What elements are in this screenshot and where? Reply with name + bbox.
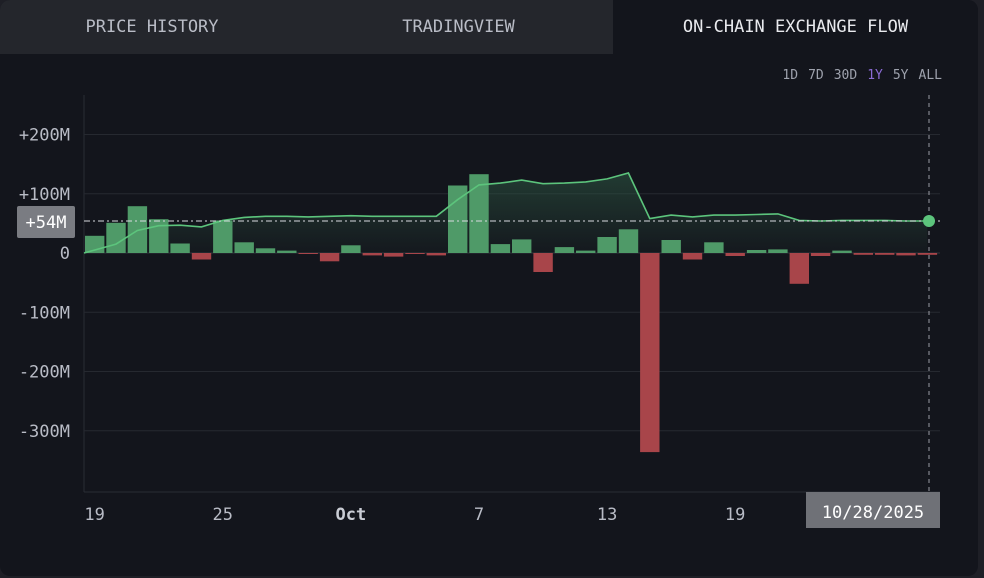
x-tick-label: 7 [474, 505, 484, 525]
crosshair [84, 95, 940, 492]
cumulative-line-path [83, 172, 928, 254]
flow-bar [768, 249, 788, 253]
y-tick-label: +200M [19, 126, 70, 146]
x-tick-label: 19 [84, 505, 104, 525]
flow-bar [426, 253, 446, 256]
flow-bar [554, 247, 575, 253]
current-labels: +54M 10/28/2025 [17, 206, 940, 528]
flow-bar [127, 206, 148, 253]
flow-bar [576, 250, 596, 253]
current-value-badge [17, 206, 75, 238]
flow-bar [277, 250, 297, 253]
y-tick-label: -100M [19, 303, 70, 323]
flow-bar [618, 229, 639, 253]
flow-bar [341, 245, 361, 253]
range-all[interactable]: ALL [918, 68, 942, 83]
current-point [923, 215, 935, 228]
flow-bar [832, 250, 852, 253]
flow-bar [533, 253, 553, 272]
y-axis: +200M +100M 0 -100M -200M -300M [19, 126, 70, 442]
flow-bar [383, 253, 404, 257]
flow-bar [362, 253, 382, 256]
flow-bar [149, 219, 169, 253]
flow-bar [319, 253, 340, 262]
flow-bar [746, 250, 767, 253]
flow-bar [682, 253, 703, 260]
range-1y[interactable]: 1Y [867, 68, 883, 83]
flow-bar [106, 222, 126, 253]
tab-bar: PRICE HISTORY TRADINGVIEW ON-CHAIN EXCHA… [0, 0, 978, 54]
flow-bar [875, 253, 895, 255]
flow-bar [597, 237, 617, 253]
flow-bar [234, 242, 254, 253]
range-5y[interactable]: 5Y [892, 68, 909, 83]
range-30d[interactable]: 30D [833, 68, 858, 83]
flow-bar [853, 253, 873, 255]
x-tick-label: Oct [336, 505, 367, 525]
flow-bar [255, 248, 276, 253]
grid-lines [83, 95, 940, 493]
range-selector: 1D 7D 30D 1Y 5Y ALL [772, 68, 942, 83]
flow-bar [469, 174, 489, 253]
flow-bar [448, 185, 468, 253]
flow-bar [725, 253, 745, 256]
tab-on-chain-exchange-flow[interactable]: ON-CHAIN EXCHANGE FLOW [613, 0, 978, 54]
current-date-badge [806, 492, 940, 528]
y-tick-label: +100M [19, 185, 70, 205]
x-tick-label: 19 [725, 505, 745, 525]
flow-bar [917, 253, 938, 255]
flow-bar [191, 253, 212, 260]
flow-bar [704, 242, 724, 253]
flow-area-fill [84, 173, 928, 253]
y-tick-label: -300M [19, 422, 70, 442]
flow-bar [405, 253, 425, 254]
flow-bar [213, 220, 233, 253]
flow-area [84, 173, 928, 253]
flow-bar [490, 244, 511, 253]
flow-bar [896, 253, 916, 256]
range-7d[interactable]: 7D [808, 68, 824, 83]
flow-bars [85, 174, 938, 453]
flow-bar [298, 253, 318, 254]
current-date-label: 10/28/2025 [822, 503, 924, 523]
flow-bar [810, 253, 831, 256]
y-tick-label: 0 [60, 244, 70, 264]
flow-bar [170, 243, 190, 253]
range-1d[interactable]: 1D [782, 68, 799, 83]
y-tick-label: -200M [19, 363, 70, 383]
x-tick-label: 25 [213, 505, 233, 525]
current-value-label: +54M [26, 213, 67, 233]
flow-bar [512, 239, 532, 253]
x-tick-label: 13 [597, 505, 617, 525]
flow-bar [661, 240, 681, 253]
tab-tradingview[interactable]: TRADINGVIEW [304, 0, 613, 54]
tab-price-history[interactable]: PRICE HISTORY [0, 0, 304, 54]
flow-bar [640, 253, 660, 453]
x-axis: 19 25 Oct 7 13 19 [84, 505, 745, 525]
flow-bar [789, 253, 809, 284]
cumulative-line [83, 172, 928, 254]
